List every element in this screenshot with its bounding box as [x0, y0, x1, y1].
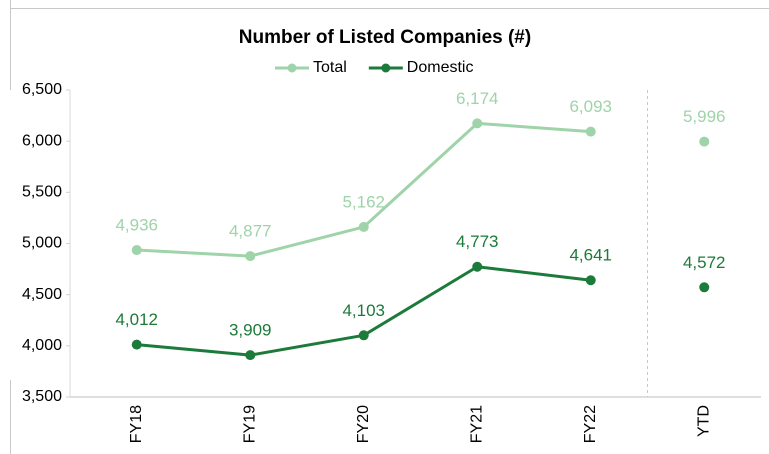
- data-label: 5,162: [342, 192, 385, 211]
- data-label: 6,093: [569, 97, 612, 116]
- x-tick-label: FY22: [582, 405, 599, 443]
- x-tick-label: FY18: [128, 405, 145, 443]
- x-tick-label: FY21: [468, 405, 485, 443]
- y-tick-label: 6,000: [22, 132, 62, 149]
- y-tick-label: 5,500: [22, 184, 62, 201]
- data-label: 4,572: [683, 253, 726, 272]
- data-point: [358, 330, 369, 341]
- data-label: 4,773: [456, 232, 499, 251]
- x-tick-label: FY20: [355, 405, 372, 443]
- data-point: [472, 118, 483, 129]
- data-point: [699, 136, 710, 147]
- data-point: [585, 126, 596, 137]
- data-point: [131, 339, 142, 350]
- legend-label: Domestic: [407, 59, 474, 76]
- data-point: [131, 245, 142, 256]
- data-label: 4,936: [115, 216, 158, 235]
- y-tick-label: 4,500: [22, 286, 62, 303]
- data-point: [358, 221, 369, 232]
- x-tick-label: FY19: [241, 405, 258, 443]
- legend-marker: [287, 63, 297, 73]
- data-label: 3,909: [229, 321, 272, 340]
- y-tick-label: 3,500: [22, 388, 62, 405]
- x-tick-label: YTD: [695, 405, 712, 437]
- data-label: 4,877: [229, 222, 272, 241]
- data-label: 5,996: [683, 107, 726, 126]
- data-point: [472, 261, 483, 272]
- data-point: [699, 282, 710, 293]
- legend-label: Total: [313, 59, 347, 76]
- data-point: [245, 251, 256, 262]
- data-label: 6,174: [456, 89, 499, 108]
- data-label: 4,103: [342, 301, 385, 320]
- frame: [10, 0, 769, 454]
- y-tick-label: 6,500: [22, 81, 62, 98]
- data-label: 4,012: [115, 310, 158, 329]
- data-label: 4,641: [569, 246, 612, 265]
- data-point: [245, 350, 256, 361]
- y-tick-label: 4,000: [22, 337, 62, 354]
- chart-title: Number of Listed Companies (#): [239, 27, 531, 48]
- series-line: [136, 121, 591, 258]
- data-point: [585, 275, 596, 286]
- legend-marker: [381, 63, 391, 73]
- y-tick-label: 5,000: [22, 235, 62, 252]
